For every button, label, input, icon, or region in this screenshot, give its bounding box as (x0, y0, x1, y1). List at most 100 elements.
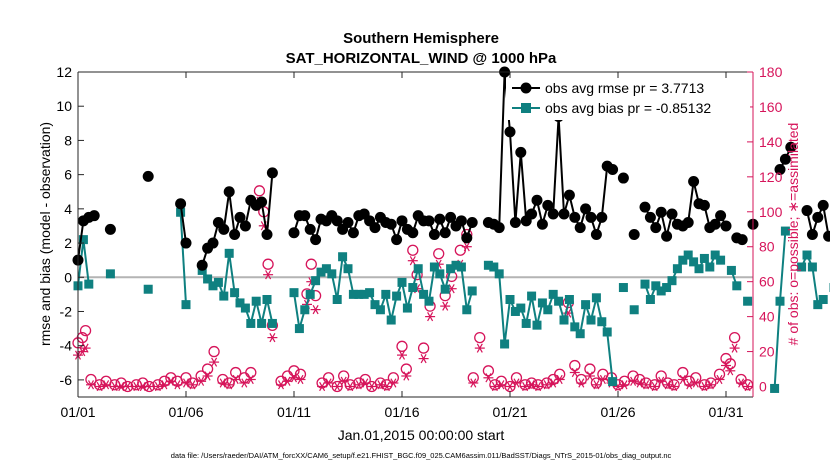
obs-assimilated-point (656, 376, 667, 386)
rmse-point (461, 232, 473, 244)
rmse-point (563, 189, 575, 201)
rmse-point (715, 210, 727, 222)
obs-assimilated-point (353, 380, 364, 390)
obs-assimilated-point (699, 381, 710, 392)
rmse-point (580, 203, 592, 215)
legend-bias-marker (521, 103, 531, 113)
bias-point (807, 262, 817, 272)
rmse-point (310, 234, 322, 246)
obs-assimilated-point (388, 378, 399, 388)
rmse-point (407, 227, 419, 239)
bias-point (213, 277, 223, 287)
obs-assimilated-point (332, 381, 343, 392)
rmse-point (779, 153, 791, 165)
obs-assimilated-point (338, 376, 349, 386)
rmse-point (288, 227, 300, 239)
bias-point (365, 288, 375, 298)
rmse-point (369, 222, 381, 234)
bias-point (483, 260, 493, 270)
obs-possible-point (253, 185, 266, 197)
x-axis-tick-label: 01/16 (384, 404, 419, 420)
legend-box (506, 78, 750, 120)
obs-assimilated-point (152, 381, 163, 392)
bias-point (780, 226, 790, 236)
rmse-point (628, 229, 640, 240)
bias-point (699, 253, 709, 263)
bias-point (597, 317, 607, 327)
obs-assimilated-point (669, 381, 680, 392)
rmse-point (229, 229, 241, 240)
obs-assimilated-point (381, 381, 392, 392)
bias-point (181, 300, 191, 310)
rmse-point (88, 210, 100, 222)
bias-point (516, 303, 526, 313)
rmse-point (218, 223, 230, 235)
bias-point (311, 276, 321, 286)
rmse-point (428, 229, 440, 240)
bias-point (716, 255, 726, 265)
obs-assimilated-point (267, 332, 278, 343)
obs-possible-point (584, 363, 596, 375)
bias-point (500, 339, 510, 349)
rmse-point (142, 170, 154, 182)
obs-assimilated-point (729, 343, 740, 353)
rmse-point (682, 217, 694, 229)
rmse-point (196, 259, 208, 271)
x-axis-tick-label: 01/26 (600, 404, 635, 420)
bias-point (348, 289, 358, 299)
obs-possible-point (569, 359, 581, 372)
x-axis-tick-label: 01/21 (492, 404, 527, 420)
rmse-point (342, 217, 354, 229)
obs-assimilated-point (282, 376, 293, 386)
rmse-point (774, 164, 786, 175)
obs-possible-point (76, 331, 88, 344)
obs-assimilated-point (584, 371, 595, 381)
rmse-point (175, 198, 187, 210)
legend-rmse-marker (520, 82, 532, 94)
left-axis-tick-label: -2 (60, 303, 73, 319)
bias-point (559, 315, 569, 325)
obs-assimilated-point (224, 380, 235, 390)
bias-point (564, 295, 574, 304)
bias-point (257, 318, 267, 328)
obs-possible-point (407, 244, 419, 256)
obs-assimilated-point (317, 381, 328, 392)
obs-possible-point (165, 372, 177, 384)
obs-possible-point (575, 373, 587, 386)
rmse-point (466, 217, 478, 229)
obs-assimilated-point (619, 380, 630, 390)
obs-assimilated-point (533, 381, 544, 392)
obs-assimilated-point (172, 380, 183, 390)
rmse-point (493, 222, 505, 234)
rmse-point (607, 164, 619, 175)
rmse-point (547, 208, 559, 220)
bias-point (435, 269, 445, 279)
obs-assimilated-point (401, 371, 412, 381)
left-axis-tick-label: -6 (60, 372, 73, 388)
bias-point (78, 235, 88, 245)
bias-point (370, 300, 380, 310)
bias-point (586, 315, 596, 325)
rmse-point (445, 211, 457, 223)
right-axis-tick-label: 20 (759, 344, 775, 360)
bias-point (235, 298, 245, 308)
obs-assimilated-point (714, 374, 725, 385)
right-axis-tick-label: 40 (759, 309, 775, 325)
bias-point (327, 269, 337, 279)
left-axis-tick-label: 10 (56, 98, 72, 114)
rmse-point (509, 217, 521, 229)
obs-assimilated-point (217, 378, 228, 388)
obs-possible-point (288, 365, 300, 377)
bias-point (527, 291, 537, 301)
chart-title-line-2: SAT_HORIZONTAL_WIND @ 1000 hPa (286, 50, 557, 67)
bias-point (289, 288, 299, 298)
obs-assimilated-point (202, 371, 213, 381)
chart-title-line-1: Southern Hemisphere (343, 30, 499, 47)
obs-assimilated-point (310, 304, 321, 315)
right-axis-tick-label: 0 (759, 379, 767, 395)
bias-point (224, 248, 234, 258)
rmse-point (666, 208, 678, 220)
bias-line-segment (179, 212, 187, 305)
obs-assimilated-point (263, 270, 274, 280)
bias-point (332, 295, 342, 304)
